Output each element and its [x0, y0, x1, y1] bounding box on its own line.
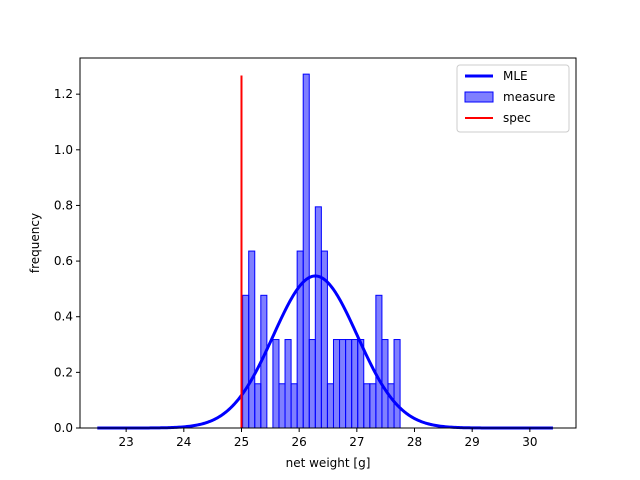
histogram-bar: [393, 339, 401, 429]
histogram-bar: [278, 383, 286, 429]
x-tick-label: 25: [234, 435, 249, 449]
x-tick-label: 27: [349, 435, 364, 449]
y-axis-label: frequency: [28, 213, 42, 273]
histogram-bar: [242, 294, 250, 429]
x-tick-label: 26: [292, 435, 307, 449]
legend-label: measure: [503, 90, 555, 104]
histogram-bar: [314, 206, 322, 429]
y-axis-ticks: 0.0 0.2 0.4 0.6 0.8 1.0 1.2: [54, 87, 80, 435]
x-tick-label: 24: [176, 435, 191, 449]
histogram-bar: [387, 383, 395, 429]
y-tick-label: 1.2: [54, 87, 73, 101]
histogram-bar: [248, 250, 256, 429]
histogram-bar: [357, 339, 365, 429]
plot-frame: [79, 57, 577, 429]
histogram-bar: [326, 383, 334, 429]
y-tick-label: 0.2: [54, 365, 73, 379]
histogram-bar: [363, 383, 371, 429]
x-tick-label: 28: [407, 435, 422, 449]
y-tick-label: 0.6: [54, 254, 73, 268]
histogram-bar: [284, 339, 292, 429]
histogram-bar: [332, 339, 341, 429]
legend-label: spec: [503, 111, 531, 125]
legend-label: MLE: [503, 69, 528, 83]
histogram-bar: [272, 339, 280, 429]
histogram-bar: [369, 383, 377, 429]
y-tick-label: 0.0: [54, 421, 73, 435]
histogram-bar: [351, 339, 359, 429]
histogram-bar: [375, 294, 383, 429]
y-tick-label: 0.4: [54, 310, 73, 324]
legend: MLE measure spec: [456, 64, 570, 133]
histogram-bar: [308, 339, 316, 429]
x-axis-label: net weight [g]: [286, 456, 371, 470]
legend-box: [456, 64, 570, 133]
histogram-bar: [254, 383, 262, 429]
y-tick-label: 1.0: [54, 143, 73, 157]
histogram-bar: [339, 339, 347, 429]
histogram-bar: [290, 383, 298, 429]
histogram-bar: [296, 250, 304, 429]
x-tick-label: 29: [465, 435, 480, 449]
x-tick-label: 30: [522, 435, 537, 449]
legend-swatch: [464, 91, 494, 103]
y-tick-label: 0.8: [54, 198, 73, 212]
x-tick-label: 23: [118, 435, 133, 449]
x-axis-ticks: 23 24 25 26 27 28 29 30: [118, 428, 538, 449]
histogram-bar: [302, 73, 310, 429]
histogram-bar: [345, 339, 353, 429]
